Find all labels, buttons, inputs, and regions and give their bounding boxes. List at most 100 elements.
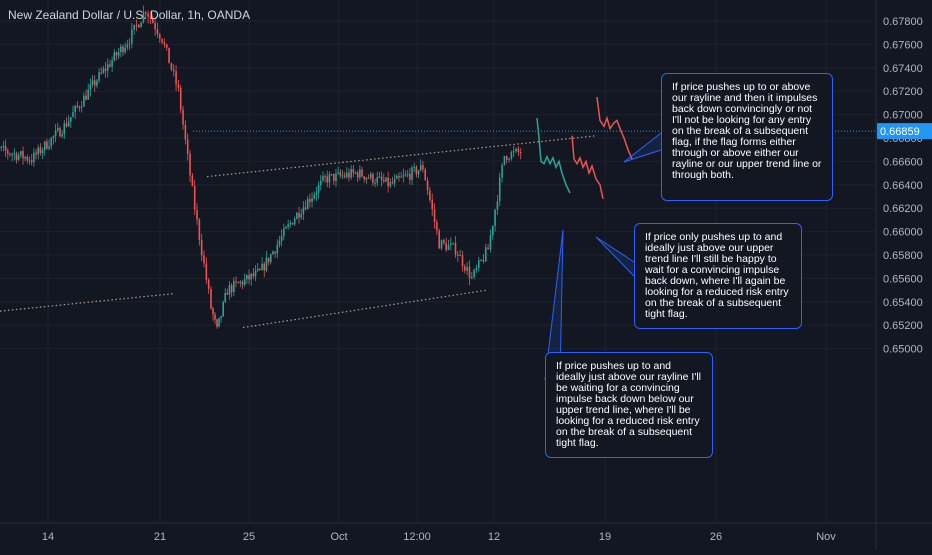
- candle-body: [37, 147, 40, 155]
- candle-body: [512, 151, 515, 153]
- candle-body: [241, 281, 244, 285]
- annotation-note-3[interactable]: If price pushes up to and ideally just a…: [545, 352, 713, 458]
- candle-body: [291, 222, 294, 225]
- candle-body: [450, 243, 452, 246]
- candle-body: [359, 169, 361, 178]
- candle-body: [287, 224, 289, 227]
- annotation-note-2[interactable]: If price only pushes up to and ideally j…: [634, 223, 802, 329]
- candle-body: [413, 166, 416, 168]
- current-price-badge: [877, 123, 932, 140]
- candle-body: [452, 243, 454, 245]
- candle-body: [43, 141, 46, 151]
- candle-body: [267, 257, 270, 263]
- candle-body: [278, 240, 281, 245]
- candle-body: [480, 259, 482, 261]
- candle-body: [365, 177, 368, 180]
- time-tick-label: Nov: [816, 531, 836, 543]
- candle-body: [128, 43, 131, 45]
- candle-body: [254, 270, 257, 277]
- candle-body: [165, 44, 168, 48]
- candle-body: [170, 63, 173, 70]
- candle-body: [175, 71, 177, 85]
- candle-body: [93, 80, 96, 86]
- time-tick-label: 26: [710, 531, 722, 543]
- time-tick-label: 21: [154, 531, 166, 543]
- candle-body: [298, 212, 300, 218]
- price-tick-label: 0.67400: [883, 63, 923, 75]
- candle-body: [203, 255, 205, 264]
- candle-body: [252, 273, 255, 277]
- candle-body: [67, 121, 70, 127]
- price-tick-label: 0.67800: [883, 16, 923, 28]
- candle-body: [296, 212, 298, 219]
- candle-body: [369, 173, 372, 179]
- candle-body: [510, 152, 513, 159]
- price-tick-label: 0.65400: [883, 297, 923, 309]
- candle-body: [477, 260, 480, 268]
- candle-body: [109, 64, 111, 67]
- candle-body: [138, 24, 140, 28]
- candle-body: [98, 72, 100, 81]
- candle-body: [503, 155, 506, 165]
- candle-body: [346, 172, 348, 177]
- candle-body: [149, 16, 152, 19]
- candle-body: [46, 141, 48, 149]
- candle-body: [464, 266, 466, 271]
- candle-body: [484, 247, 487, 262]
- annotation-note-1[interactable]: If price pushes up to or above our rayli…: [661, 73, 833, 201]
- candle-body: [220, 315, 222, 318]
- candle-body: [309, 199, 311, 202]
- candle-body: [74, 106, 76, 113]
- candle-body: [498, 177, 501, 202]
- candle-body: [4, 145, 7, 151]
- candle-body: [63, 123, 66, 135]
- candle-body: [72, 112, 74, 118]
- candle-body: [106, 64, 109, 71]
- candle-body: [339, 172, 342, 176]
- candle-body: [76, 106, 79, 108]
- candle-body: [87, 89, 90, 100]
- candle-body: [214, 314, 216, 320]
- candle-body: [393, 178, 396, 184]
- candle-body: [168, 47, 170, 64]
- candle-body: [33, 152, 35, 163]
- candle-body: [39, 147, 42, 154]
- candle-body: [328, 174, 331, 183]
- candle-body: [91, 80, 94, 85]
- candle-body: [124, 47, 126, 53]
- candle-body: [306, 199, 309, 210]
- candle-body: [83, 95, 85, 107]
- candle-body: [382, 180, 385, 182]
- candle-body: [256, 268, 259, 271]
- candle-body: [304, 207, 307, 210]
- price-tick-label: 0.65600: [883, 273, 923, 285]
- candle-body: [426, 180, 429, 191]
- candle-body: [142, 12, 145, 23]
- candle-body: [48, 146, 50, 149]
- price-tick-label: 0.65000: [883, 344, 923, 356]
- candle-body: [216, 319, 218, 327]
- candle-body: [482, 259, 485, 262]
- price-tick-label: 0.66000: [883, 227, 923, 239]
- candle-body: [356, 172, 359, 178]
- time-tick-label: 14: [42, 531, 54, 543]
- candle-body: [11, 154, 13, 156]
- candle-body: [22, 151, 24, 159]
- time-tick-label: 12: [488, 531, 500, 543]
- candle-body: [35, 152, 37, 155]
- candle-body: [163, 42, 166, 45]
- candle-body: [473, 269, 475, 278]
- candle-body: [78, 106, 81, 108]
- lower-trendline-left: [0, 293, 175, 312]
- candle-body: [335, 173, 337, 181]
- candle-body: [248, 274, 250, 280]
- candle-body: [193, 185, 196, 211]
- candle-body: [120, 46, 122, 52]
- candle-body: [466, 266, 468, 271]
- candle-body: [50, 137, 53, 147]
- candle-body: [177, 84, 180, 88]
- candle-body: [233, 281, 235, 293]
- time-tick-label: 19: [599, 531, 611, 543]
- candle-body: [117, 51, 120, 56]
- candle-body: [2, 145, 5, 147]
